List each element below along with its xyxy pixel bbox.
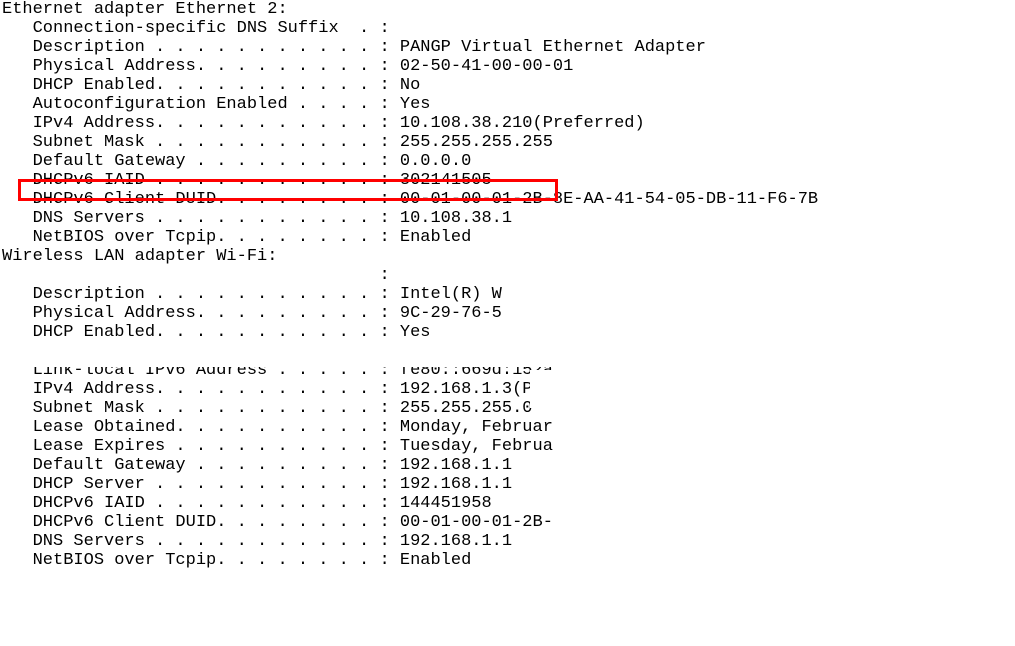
- config-line: IPv4 Address. . . . . . . . . . . : 192.…: [2, 380, 1015, 399]
- adapter-title: Wireless LAN adapter Wi-Fi:: [2, 247, 1015, 266]
- config-line: DNS Servers . . . . . . . . . . . : 10.1…: [2, 209, 1015, 228]
- config-line: Subnet Mask . . . . . . . . . . . : 255.…: [2, 399, 1015, 418]
- config-line: DHCPv6 IAID . . . . . . . . . . . : 3021…: [2, 171, 1015, 190]
- config-line: Description . . . . . . . . . . . : PANG…: [2, 38, 1015, 57]
- config-line: Lease Expires . . . . . . . . . . : Tues…: [2, 437, 1015, 456]
- config-line: :: [2, 266, 1015, 285]
- config-line: IPv4 Address. . . . . . . . . . . : 10.1…: [2, 114, 1015, 133]
- config-line: DNS Servers . . . . . . . . . . . : 192.…: [2, 532, 1015, 551]
- config-line: DHCP Server . . . . . . . . . . . : 192.…: [2, 475, 1015, 494]
- config-line: DHCPv6 Client DUID. . . . . . . . : 00-0…: [2, 190, 1015, 209]
- config-line: Connection-specific DNS Suffix . :: [2, 19, 1015, 38]
- config-line: Link-local IPv6 Address . . . . . : fe80…: [2, 361, 1015, 380]
- config-line: Physical Address. . . . . . . . . : 9C-2…: [2, 304, 1015, 323]
- config-line: Lease Obtained. . . . . . . . . . : Mond…: [2, 418, 1015, 437]
- config-line: NetBIOS over Tcpip. . . . . . . . : Enab…: [2, 551, 1015, 570]
- ipconfig-output: Ethernet adapter Ethernet 2: Connection-…: [0, 0, 1015, 570]
- config-line: Subnet Mask . . . . . . . . . . . : 255.…: [2, 133, 1015, 152]
- config-line: DHCPv6 Client DUID. . . . . . . . : 00-0…: [2, 513, 1015, 532]
- config-line: Physical Address. . . . . . . . . : 02-5…: [2, 57, 1015, 76]
- adapter-title: Ethernet adapter Ethernet 2:: [2, 0, 1015, 19]
- config-line-highlighted: Default Gateway . . . . . . . . . : 0.0.…: [2, 152, 1015, 171]
- config-line: NetBIOS over Tcpip. . . . . . . . : Enab…: [2, 228, 1015, 247]
- config-line: Autoconfiguration Enabled . . . . : Yes: [2, 95, 1015, 114]
- config-line: DHCP Enabled. . . . . . . . . . . : Yes: [2, 323, 1015, 342]
- config-line: Description . . . . . . . . . . . : Inte…: [2, 285, 1015, 304]
- config-line: DHCPv6 IAID . . . . . . . . . . . : 1444…: [2, 494, 1015, 513]
- config-line: Autoconfiguration Enabled . . . . : Yes: [2, 342, 1015, 361]
- config-line: Default Gateway . . . . . . . . . : 192.…: [2, 456, 1015, 475]
- config-line: DHCP Enabled. . . . . . . . . . . : No: [2, 76, 1015, 95]
